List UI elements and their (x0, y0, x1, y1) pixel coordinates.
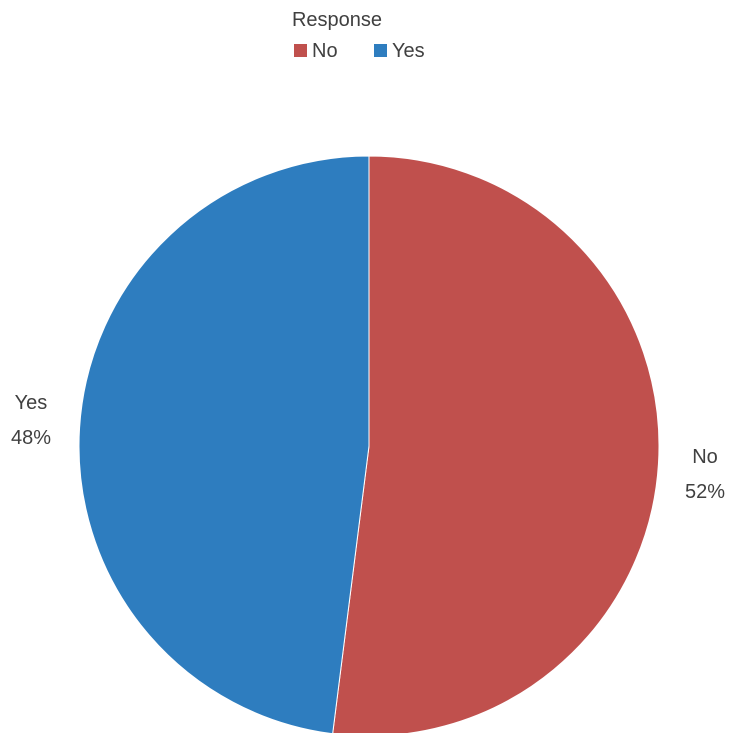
slice-label-no-value: 52% (685, 481, 725, 503)
legend-swatch-yes (374, 44, 387, 57)
legend: Response No Yes (292, 9, 425, 62)
slice-labels: No 52% Yes 48% (11, 392, 725, 503)
pie-slice-yes (78, 155, 370, 733)
legend-title: Response (292, 9, 382, 31)
slice-label-yes-name: Yes (15, 392, 48, 414)
slice-label-no-name: No (692, 446, 718, 468)
legend-swatch-no (294, 44, 307, 57)
pie-slice-no (332, 155, 660, 733)
legend-label-no: No (312, 40, 338, 62)
slice-label-yes-value: 48% (11, 427, 51, 449)
legend-label-yes: Yes (392, 40, 425, 62)
pie-slices (78, 155, 660, 733)
